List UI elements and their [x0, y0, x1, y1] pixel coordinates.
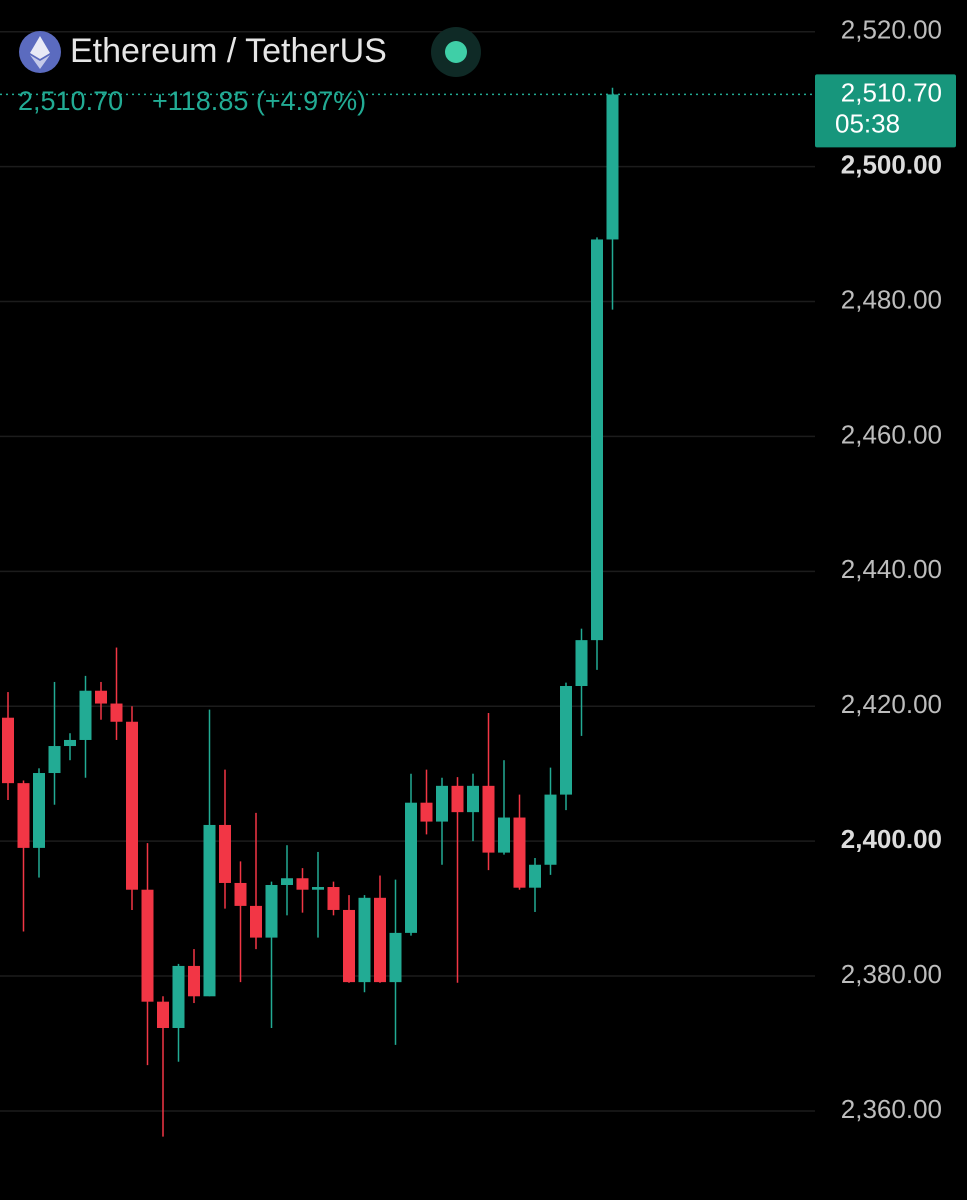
price-axis: 2,360.00 2,380.00 2,400.00 2,420.00 2,440.00… — [841, 15, 942, 1124]
candle-body — [17, 783, 30, 848]
candle-body — [64, 739, 76, 747]
candle-body — [296, 878, 309, 890]
status-dot — [445, 41, 467, 63]
candle-body — [606, 94, 619, 240]
change-text: +118.85 (+4.97%) — [152, 86, 366, 116]
candle-body — [312, 887, 324, 890]
candle-body — [436, 785, 448, 822]
candle-body — [358, 897, 371, 983]
candle-body — [265, 884, 278, 938]
candle-body — [281, 878, 293, 885]
y-tick-label: 2,400.00 — [841, 824, 942, 854]
header: Ethereum / TetherUS 2,510.70 +118.85 (+4… — [18, 27, 481, 116]
candle-body — [529, 864, 541, 888]
candle-body — [575, 640, 588, 687]
y-tick-label: 2,420.00 — [841, 689, 942, 719]
candle-body — [219, 824, 231, 883]
candle-body — [560, 686, 572, 795]
candle-body — [172, 965, 185, 1028]
badge-price: 2,510.70 — [841, 77, 942, 107]
candle-body — [482, 785, 495, 853]
badge-countdown: 05:38 — [835, 108, 900, 138]
candle-body — [2, 717, 14, 784]
y-tick-label: 2,480.00 — [841, 284, 942, 314]
candle-body — [188, 965, 200, 997]
candle-body — [48, 746, 61, 774]
price-text: 2,510.70 — [18, 86, 123, 116]
candle-body — [405, 802, 417, 933]
y-tick-label: 2,520.00 — [841, 15, 942, 45]
symbol-title: Ethereum / TetherUS — [70, 32, 387, 70]
eth-icon-top — [30, 36, 50, 59]
candle-body — [141, 889, 154, 1002]
candle-body — [79, 690, 92, 740]
candle-body — [420, 802, 433, 822]
candle-body — [33, 773, 45, 848]
candle-body — [374, 897, 386, 983]
candles — [2, 87, 619, 1137]
y-tick-label: 2,380.00 — [841, 959, 942, 989]
candle-body — [389, 932, 402, 983]
y-tick-label: 2,460.00 — [841, 419, 942, 449]
candle-body — [513, 817, 526, 888]
candle-body — [250, 905, 262, 938]
candle-body — [327, 887, 340, 910]
y-tick-label: 2,500.00 — [841, 149, 942, 179]
candle-body — [591, 239, 603, 641]
candle-body — [343, 909, 355, 983]
candle-body — [126, 721, 138, 890]
candle-body — [544, 794, 557, 865]
eth-icon-bottom — [30, 55, 50, 69]
y-tick-label: 2,360.00 — [841, 1094, 942, 1124]
candle-body — [498, 817, 510, 853]
candle-body — [203, 824, 216, 997]
candle-body — [451, 785, 464, 813]
badge-box — [815, 74, 956, 148]
candle-body — [234, 882, 247, 906]
candle-body — [110, 703, 123, 722]
candle-body — [157, 1001, 169, 1028]
candle-body — [95, 690, 107, 704]
y-tick-label: 2,440.00 — [841, 554, 942, 584]
candle-body — [467, 785, 479, 813]
